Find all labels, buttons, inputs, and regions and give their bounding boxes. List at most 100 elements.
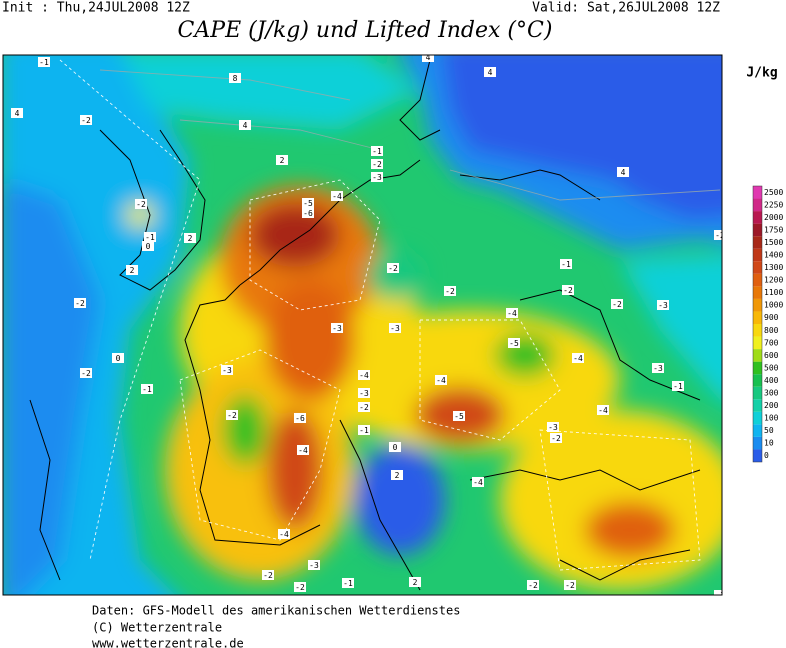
- contour-label: -1: [39, 58, 49, 67]
- contour-label: -2: [528, 581, 538, 590]
- colorbar-label: 600: [764, 351, 779, 360]
- contour-label: 4: [426, 53, 431, 62]
- contour-label: -2: [359, 403, 369, 412]
- contour-label: -2: [75, 299, 85, 308]
- colorbar-label: 400: [764, 376, 779, 385]
- colorbar-swatch: [753, 186, 762, 199]
- contour-label: -1: [715, 591, 725, 600]
- contour-label-box: [597, 405, 609, 415]
- contour-label-box: [294, 413, 306, 423]
- contour-label-box: [714, 230, 722, 240]
- coastlines: [29, 59, 701, 591]
- contour-label-box: [358, 388, 370, 398]
- contour-label-box: [112, 353, 124, 363]
- colorbar-unit: J/kg: [746, 66, 777, 81]
- contour-label: -2: [81, 369, 91, 378]
- colorbar-label: 300: [764, 389, 779, 398]
- positive-contours: [99, 69, 721, 201]
- valid-time: Valid: Sat,26JUL2008 12Z: [532, 1, 720, 16]
- contour-label-box: [297, 445, 309, 455]
- colorbar-swatch: [753, 311, 762, 324]
- contour-label: -1: [343, 579, 353, 588]
- contour-label-box: [358, 370, 370, 380]
- contour-label: -4: [598, 406, 608, 415]
- colorbar-label: 1750: [764, 225, 783, 234]
- footer-line: (C) Wetterzentrale: [92, 621, 222, 635]
- contour-label-box: [135, 199, 147, 209]
- contour-label: 4: [243, 121, 248, 130]
- contour-label-box: [560, 259, 572, 269]
- map-title: CAPE (J/kg) und Lifted Index (°C): [178, 18, 553, 43]
- contour-label-box: [508, 338, 520, 348]
- contour-label-box: [308, 560, 320, 570]
- colorbar: 0 10 50 100 200 300 400 500 600 700 800 900 1000 1100…: [752, 185, 783, 463]
- contour-label: -4: [359, 371, 369, 380]
- contour-label-box: [144, 232, 156, 242]
- contour-label-box: [302, 198, 314, 208]
- contour-label-box: [714, 590, 722, 595]
- colorbar-label: 50: [764, 426, 774, 435]
- contour-label-box: [547, 422, 559, 432]
- contour-label-box: [389, 323, 401, 333]
- contour-label-box: [358, 402, 370, 412]
- colorbar-label: 100: [764, 414, 779, 423]
- contour-label-box: [672, 381, 684, 391]
- contour-label-box: [506, 308, 518, 318]
- contour-label: 2: [280, 156, 285, 165]
- colorbar-swatch: [753, 374, 762, 387]
- contour-label: 0: [116, 354, 121, 363]
- colorbar-label: 2250: [764, 200, 783, 209]
- contour-label: -2: [263, 571, 273, 580]
- colorbar-label: 2000: [764, 213, 783, 222]
- contour-label: -3: [653, 364, 663, 373]
- colorbar-swatch: [753, 424, 762, 437]
- footer-line: www.wetterzentrale.de: [92, 637, 244, 648]
- colorbar-swatch: [753, 324, 762, 337]
- contour-label-box: [74, 298, 86, 308]
- contour-label: 8: [233, 74, 238, 83]
- colorbar-swatch: [753, 436, 762, 450]
- contour-label: -1: [359, 426, 369, 435]
- colorbar-swatch: [753, 261, 762, 274]
- contour-label: -4: [473, 478, 483, 487]
- contour-label: 0: [393, 443, 398, 452]
- contour-label-box: [657, 300, 669, 310]
- contour-label: -5: [509, 339, 519, 348]
- contour-label: -4: [573, 354, 583, 363]
- contour-label: 4: [15, 109, 20, 118]
- contour-label-box: [617, 167, 629, 177]
- colorbar-swatch: [753, 361, 762, 375]
- colorbar-label: 500: [764, 363, 779, 372]
- colorbar-label: 1500: [764, 238, 783, 247]
- contour-label: -4: [332, 192, 342, 201]
- init-time: Init : Thu,24JUL2008 12Z: [2, 1, 190, 16]
- contour-label-box: [391, 470, 403, 480]
- lifted-index-contours: [59, 59, 701, 571]
- colorbar-swatch: [753, 236, 762, 249]
- contour-label-box: [572, 353, 584, 363]
- contour-label-box: [422, 55, 434, 62]
- contour-label: -2: [563, 286, 573, 295]
- contour-label-box: [564, 580, 576, 590]
- contour-label: 2: [413, 578, 418, 587]
- contour-label: -2: [715, 231, 725, 240]
- contour-label-box: [126, 265, 138, 275]
- contour-label-box: [226, 410, 238, 420]
- contour-label: -4: [298, 446, 308, 455]
- contour-label-box: [11, 108, 23, 118]
- colorbar-swatch: [753, 248, 762, 262]
- colorbar-label: 1000: [764, 301, 783, 310]
- contour-label: -2: [565, 581, 575, 590]
- contour-label: -6: [295, 414, 305, 423]
- contour-label-box: [276, 155, 288, 165]
- contour-label-box: [141, 384, 153, 394]
- contour-label: -1: [142, 385, 152, 394]
- contour-label: -2: [388, 264, 398, 273]
- colorbar-swatch: [753, 411, 762, 425]
- contour-label-box: [184, 233, 196, 243]
- contour-label: -2: [227, 411, 237, 420]
- colorbar-swatch: [753, 449, 762, 462]
- contour-label-box: [472, 477, 484, 487]
